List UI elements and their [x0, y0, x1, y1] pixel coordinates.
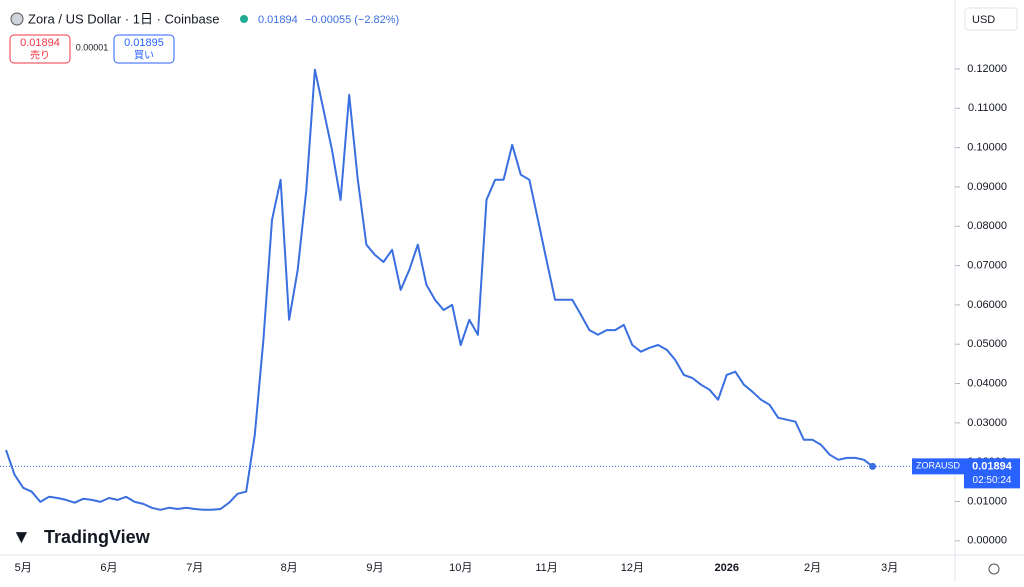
- x-tick-label: 3月: [881, 562, 898, 574]
- x-tick-label: 11月: [535, 562, 557, 574]
- sell-button[interactable]: [9, 34, 71, 64]
- y-tick-label: 0.12000: [967, 63, 1007, 75]
- y-tick-label: 0.04000: [967, 377, 1007, 389]
- price-tag-value: 0.01894: [972, 460, 1013, 472]
- y-tick-label: 0.08000: [967, 220, 1007, 232]
- y-tick-label: 0.01000: [967, 495, 1007, 507]
- ticker-tag: [912, 458, 964, 475]
- x-tick-label: 10月: [449, 562, 472, 574]
- sell-label: 売り: [30, 49, 50, 62]
- last-price: 0.01894: [258, 14, 298, 26]
- status-dot: [240, 15, 248, 23]
- x-tick-label: 2月: [804, 562, 821, 574]
- symbol-icon: [10, 12, 24, 26]
- price-tag-countdown: 02:50:24: [973, 475, 1012, 486]
- y-tick-label: 0.11000: [968, 102, 1007, 114]
- spread: 0.00001: [76, 42, 109, 52]
- price-tag: [964, 458, 1020, 489]
- settings-icon[interactable]: [988, 563, 1000, 575]
- x-tick-label: 9月: [366, 562, 383, 574]
- currency-button[interactable]: [964, 7, 1018, 31]
- ticker-tag-label: ZORAUSD: [916, 461, 961, 471]
- x-tick-label: 2026: [714, 562, 738, 574]
- x-tick-label: 5月: [15, 562, 32, 574]
- buy-label: 買い: [134, 50, 154, 62]
- y-tick-label: 0.03000: [967, 417, 1007, 429]
- y-tick-label: 0.10000: [967, 141, 1007, 153]
- y-tick-label: 0.07000: [967, 259, 1007, 271]
- x-tick-label: 8月: [281, 562, 298, 574]
- buy-price: 0.01895: [124, 37, 164, 49]
- y-tick-label: 0.05000: [967, 338, 1007, 350]
- buy-button[interactable]: [113, 34, 175, 64]
- brand: TradingView: [44, 527, 151, 547]
- sell-price: 0.01894: [20, 37, 60, 49]
- x-tick-label: 6月: [100, 562, 117, 574]
- x-tick-label: 12月: [621, 562, 644, 574]
- y-tick-label: 0.09000: [967, 181, 1007, 193]
- symbol-title: Zora / US Dollar · 1日 · Coinbase: [28, 11, 219, 26]
- y-tick-label: 0.00000: [967, 535, 1007, 547]
- last-point: [869, 462, 877, 470]
- brand-logo: ▼: [12, 527, 31, 548]
- price-line: [5, 68, 874, 511]
- currency: USD: [972, 14, 995, 26]
- y-tick-label: 0.06000: [967, 299, 1007, 311]
- x-tick-label: 7月: [186, 562, 203, 574]
- price-change: −0.00055 (−2.82%): [305, 14, 399, 26]
